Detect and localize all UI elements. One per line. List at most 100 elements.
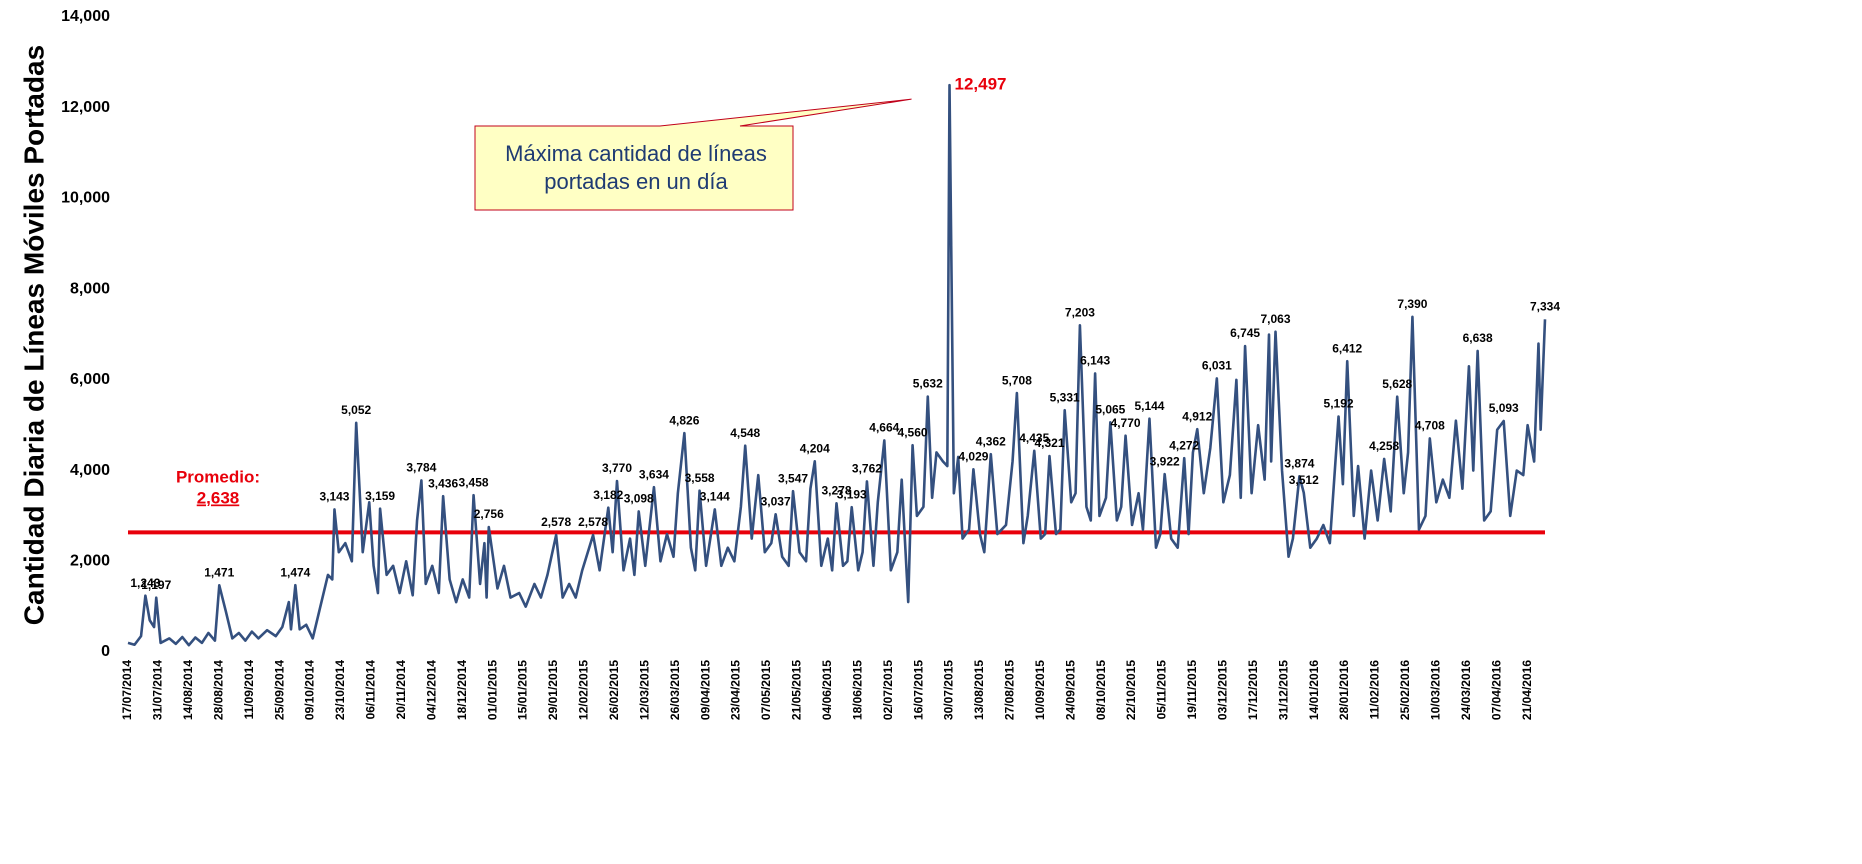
data-label: 6,143 xyxy=(1080,354,1110,368)
x-tick-label: 07/04/2016 xyxy=(1489,660,1503,720)
data-label: 4,826 xyxy=(669,413,699,427)
data-label: 2,756 xyxy=(474,507,504,521)
x-tick-label: 11/02/2016 xyxy=(1368,660,1382,720)
x-tick-label: 26/03/2015 xyxy=(668,660,682,720)
data-label: 3,143 xyxy=(319,490,349,504)
data-label: 3,278 xyxy=(821,483,851,497)
data-label: 3,193 xyxy=(837,487,867,501)
data-label: 7,063 xyxy=(1260,312,1290,326)
data-label: 3,784 xyxy=(406,461,436,475)
data-label: 3,436 xyxy=(428,476,458,490)
data-label: 4,770 xyxy=(1111,416,1141,430)
data-label: 3,634 xyxy=(639,467,669,481)
x-tick-label: 11/09/2014 xyxy=(242,660,256,720)
x-tick-label: 07/05/2015 xyxy=(759,660,773,720)
x-tick-label: 24/03/2016 xyxy=(1459,660,1473,720)
x-tick-label: 25/02/2016 xyxy=(1398,660,1412,720)
data-label: 6,638 xyxy=(1463,331,1493,345)
x-tick-label: 24/09/2015 xyxy=(1063,660,1077,720)
data-label: 4,435 xyxy=(1019,431,1049,445)
data-label: 1,243 xyxy=(130,576,160,590)
data-label: 12,497 xyxy=(955,75,1007,94)
data-label: 3,182 xyxy=(593,488,623,502)
x-tick-label: 28/08/2014 xyxy=(211,660,225,720)
x-tick-label: 02/07/2015 xyxy=(881,660,895,720)
y-tick-label: 0 xyxy=(101,643,110,660)
x-tick-label: 04/06/2015 xyxy=(820,660,834,720)
data-label: 4,708 xyxy=(1415,419,1445,433)
x-tick-label: 19/11/2015 xyxy=(1185,660,1199,720)
data-label: 6,745 xyxy=(1230,326,1260,340)
x-tick-label: 13/08/2015 xyxy=(972,660,986,720)
y-tick-label: 8,000 xyxy=(70,280,110,297)
x-tick-label: 10/03/2016 xyxy=(1429,660,1443,720)
x-tick-label: 14/01/2016 xyxy=(1307,660,1321,720)
x-tick-label: 04/12/2014 xyxy=(424,660,438,720)
x-tick-label: 30/07/2015 xyxy=(942,660,956,720)
data-label: 2,578 xyxy=(578,515,608,529)
data-label: 7,334 xyxy=(1530,300,1560,314)
x-tick-label: 15/01/2015 xyxy=(516,660,530,720)
data-label: 1,474 xyxy=(280,565,310,579)
data-label: 1,471 xyxy=(204,565,234,579)
data-line xyxy=(127,83,1547,647)
data-label: 4,664 xyxy=(869,421,899,435)
callout-box xyxy=(474,98,912,211)
y-tick-label: 2,000 xyxy=(70,553,110,570)
x-tick-label: 01/01/2015 xyxy=(485,660,499,720)
callout-text: portadas en un día xyxy=(544,169,728,194)
x-tick-label: 23/10/2014 xyxy=(333,660,347,720)
data-label: 4,560 xyxy=(898,425,928,439)
y-tick-label: 6,000 xyxy=(70,371,110,388)
data-label: 5,052 xyxy=(341,403,371,417)
x-tick-label: 08/10/2015 xyxy=(1094,660,1108,720)
data-label: 6,412 xyxy=(1332,341,1362,355)
y-tick-label: 12,000 xyxy=(61,99,110,116)
data-label: 5,628 xyxy=(1382,377,1412,391)
data-label: 3,098 xyxy=(624,492,654,506)
x-tick-label: 18/12/2014 xyxy=(455,660,469,720)
data-label: 3,547 xyxy=(778,471,808,485)
data-label: 3,770 xyxy=(602,461,632,475)
data-label: 4,258 xyxy=(1369,439,1399,453)
data-label: 2,578 xyxy=(541,515,571,529)
x-tick-label: 31/07/2014 xyxy=(151,660,165,720)
data-label: 3,037 xyxy=(761,494,791,508)
data-label: 5,065 xyxy=(1095,402,1125,416)
x-tick-label: 14/08/2014 xyxy=(181,660,195,720)
x-tick-label: 28/01/2016 xyxy=(1337,660,1351,720)
x-tick-label: 06/11/2014 xyxy=(364,660,378,720)
data-label: 5,093 xyxy=(1489,401,1519,415)
data-label: 1,197 xyxy=(141,578,171,592)
x-tick-label: 20/11/2014 xyxy=(394,660,408,720)
data-label: 5,331 xyxy=(1050,390,1080,404)
x-tick-label: 09/10/2014 xyxy=(303,660,317,720)
callout-text: Máxima cantidad de líneas xyxy=(505,141,767,166)
data-label: 3,762 xyxy=(852,462,882,476)
average-label: Promedio: xyxy=(176,467,260,486)
x-tick-label: 27/08/2015 xyxy=(1003,660,1017,720)
y-tick-label: 4,000 xyxy=(70,462,110,479)
x-tick-label: 12/03/2015 xyxy=(637,660,651,720)
average-value: 2,638 xyxy=(197,488,240,507)
x-tick-label: 23/04/2015 xyxy=(729,660,743,720)
data-label: 3,159 xyxy=(365,489,395,503)
x-tick-label: 17/07/2014 xyxy=(120,660,134,720)
data-label: 4,912 xyxy=(1182,409,1212,423)
x-tick-label: 17/12/2015 xyxy=(1246,660,1260,720)
data-label: 4,029 xyxy=(958,449,988,463)
data-label: 5,192 xyxy=(1324,397,1354,411)
data-label: 5,144 xyxy=(1134,399,1164,413)
data-label: 4,548 xyxy=(730,426,760,440)
x-tick-label: 10/09/2015 xyxy=(1033,660,1047,720)
data-label: 3,558 xyxy=(685,471,715,485)
x-tick-label: 18/06/2015 xyxy=(850,660,864,720)
data-label: 7,203 xyxy=(1065,305,1095,319)
x-tick-label: 12/02/2015 xyxy=(577,660,591,720)
x-tick-label: 21/04/2016 xyxy=(1520,660,1534,720)
x-tick-label: 25/09/2014 xyxy=(272,660,286,720)
x-tick-label: 22/10/2015 xyxy=(1124,660,1138,720)
data-label: 5,708 xyxy=(1002,373,1032,387)
